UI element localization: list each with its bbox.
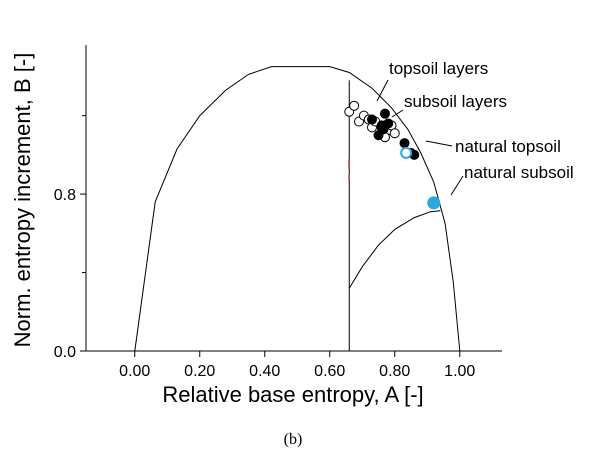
data-point-series-1 <box>378 124 389 135</box>
x-tick-label: 0.60 <box>314 363 345 380</box>
plot-frame <box>85 45 502 352</box>
x-tick-label: 0.80 <box>379 363 410 380</box>
x-tick-label: 0.40 <box>249 363 280 380</box>
data-point-series-1 <box>367 114 377 125</box>
annotation-label: natural subsoil <box>464 163 574 182</box>
annotation-label: natural topsoil <box>455 137 561 156</box>
x-tick-label: 1.00 <box>444 363 475 380</box>
annotations: topsoil layers subsoil layers natural tops… <box>376 59 574 196</box>
data-points <box>344 100 441 210</box>
y-tick-label: 0.0 <box>54 344 76 361</box>
data-point-series-3 <box>427 196 441 210</box>
data-point-series-0 <box>349 100 360 111</box>
inner-boundary-curve <box>348 210 441 289</box>
data-point-series-0 <box>389 128 400 139</box>
figure-caption: (b) <box>284 431 303 448</box>
annotation-leader <box>391 109 404 118</box>
boundary-curves <box>134 66 461 352</box>
y-tick-label: 0.8 <box>54 187 76 204</box>
data-point-series-1 <box>399 138 410 149</box>
x-tick-label: 0.20 <box>184 363 215 380</box>
x-axis-title: Relative base entropy, A [-] <box>162 382 423 407</box>
annotation-leader <box>376 79 389 102</box>
data-point-series-1 <box>380 108 390 119</box>
axis-ticks: 0.00 0.20 0.40 0.60 0.80 1.00 0.0 0.8 <box>54 115 475 380</box>
outer-boundary-curve <box>134 66 461 352</box>
annotation-label: topsoil layers <box>389 59 488 78</box>
x-tick-label: 0.00 <box>119 363 150 380</box>
data-point-series-2 <box>400 146 413 159</box>
annotation-leader <box>450 175 464 196</box>
y-axis-title: Norm. entropy increment, B [-] <box>10 53 35 348</box>
annotation-leader <box>425 140 453 147</box>
annotation-label: subsoil layers <box>404 92 507 111</box>
